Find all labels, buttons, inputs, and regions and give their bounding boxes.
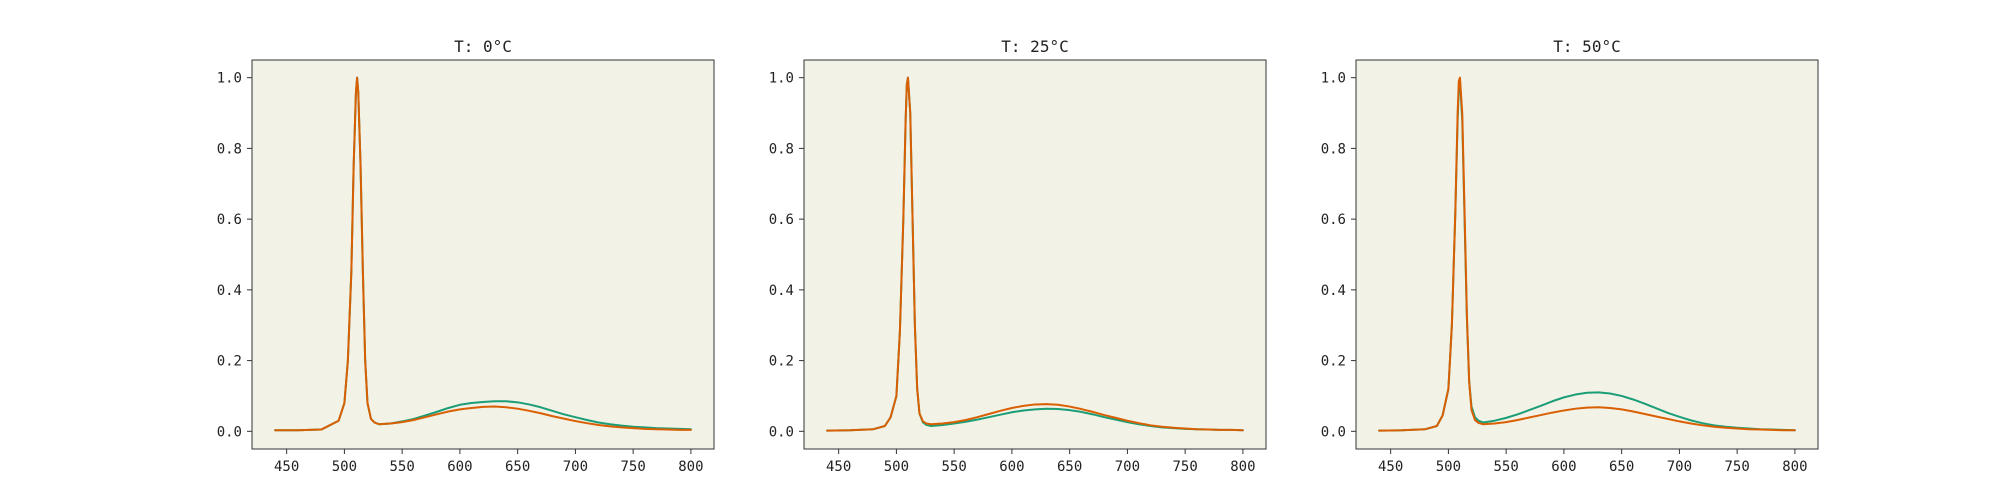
x-tick-label: 600	[1551, 459, 1576, 475]
plot-frame	[251, 59, 715, 450]
x-tick-label: 750	[1725, 459, 1750, 475]
y-tick-label: 0.4	[769, 283, 794, 299]
y-tick-label: 0.0	[769, 424, 794, 440]
x-tick-label: 550	[942, 459, 967, 475]
x-tick-label: 650	[1609, 459, 1634, 475]
x-tick-label: 600	[447, 459, 472, 475]
x-tick-label: 800	[1230, 459, 1255, 475]
x-tick-label: 450	[274, 459, 299, 475]
x-tick-label: 450	[826, 459, 851, 475]
y-tick-label: 1.0	[769, 71, 794, 87]
plot-area	[1356, 60, 1818, 449]
y-tick-label: 0.4	[1321, 283, 1346, 299]
y-tick-label: 0.8	[769, 141, 794, 157]
chart-panel-2: T: 25°C 450 500 550 600 650 700 750 800 0.0 0.2 0.4…	[769, 37, 1267, 475]
y-tick-label: 0.0	[217, 424, 242, 440]
x-tick-label: 500	[1436, 459, 1461, 475]
chart-title: T: 50°C	[1553, 37, 1620, 56]
y-tick-label: 0.0	[1321, 424, 1346, 440]
series-line-2	[274, 76, 692, 432]
plot-frame	[1355, 59, 1819, 450]
x-tick-label: 700	[1667, 459, 1692, 475]
y-tick-label: 0.6	[769, 212, 794, 228]
x-tick-label: 650	[1057, 459, 1082, 475]
x-tick-label: 700	[563, 459, 588, 475]
chart-title: T: 0°C	[454, 37, 512, 56]
plot-area	[804, 60, 1266, 449]
x-tick-label: 800	[678, 459, 703, 475]
series-line-2	[1378, 76, 1796, 432]
chart-title: T: 25°C	[1001, 37, 1068, 56]
x-tick-label: 450	[1378, 459, 1403, 475]
y-tick-label: 0.8	[1321, 141, 1346, 157]
plot-area	[252, 60, 714, 449]
x-tick-label: 500	[332, 459, 357, 475]
x-tick-label: 700	[1115, 459, 1140, 475]
x-tick-label: 500	[884, 459, 909, 475]
x-tick-label: 750	[1173, 459, 1198, 475]
chart-panel-1: T: 0°C 450 500 550 600 650 700 750 800 0.0 0.2 0.4 0…	[217, 37, 715, 475]
x-tick-label: 600	[999, 459, 1024, 475]
x-tick-label: 550	[390, 459, 415, 475]
series-line-2	[826, 76, 1244, 432]
x-tick-label: 650	[505, 459, 530, 475]
chart-panel-3: T: 50°C 450 500 550 600 650 700 750 800 0.0 0.2 0.4…	[1321, 37, 1819, 475]
x-tick-label: 550	[1494, 459, 1519, 475]
y-tick-label: 0.6	[1321, 212, 1346, 228]
y-tick-label: 0.8	[217, 141, 242, 157]
y-tick-label: 0.4	[217, 283, 242, 299]
y-tick-label: 0.2	[217, 354, 242, 370]
y-tick-label: 0.2	[1321, 354, 1346, 370]
x-tick-label: 800	[1782, 459, 1807, 475]
plot-frame	[803, 59, 1267, 450]
y-tick-label: 1.0	[1321, 71, 1346, 87]
y-tick-label: 0.6	[217, 212, 242, 228]
x-tick-label: 750	[621, 459, 646, 475]
y-tick-label: 0.2	[769, 354, 794, 370]
y-tick-label: 1.0	[217, 71, 242, 87]
